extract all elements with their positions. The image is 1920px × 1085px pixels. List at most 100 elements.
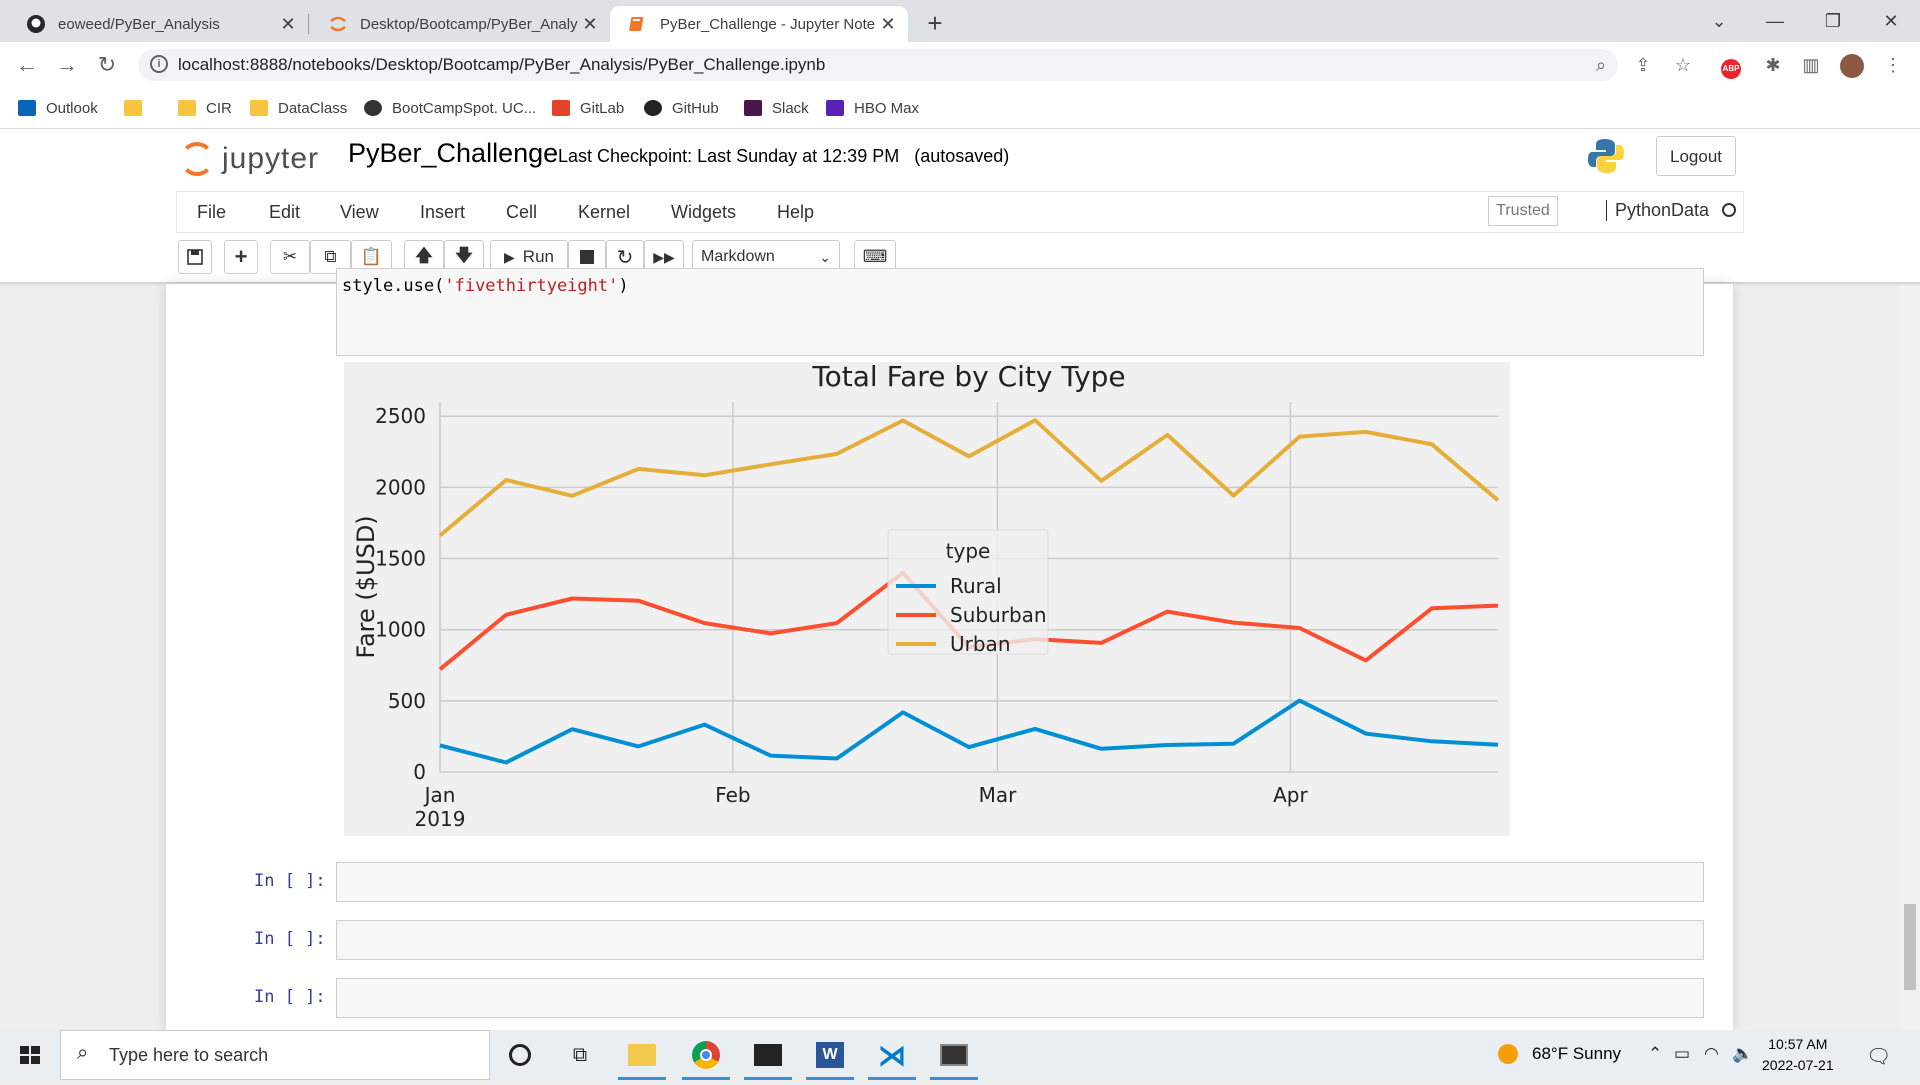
zoom-icon[interactable]: ⌕ [1595,55,1607,75]
site-info-icon[interactable]: i [150,55,168,73]
tab-title: PyBer_Challenge - Jupyter Notebook [660,15,876,33]
minimize-button[interactable]: — [1766,11,1784,31]
y-tick-label: 1000 [375,618,426,642]
menu-widgets[interactable]: Widgets [671,202,737,222]
browser-menu-icon[interactable]: ⋮ [1884,55,1902,75]
bookmarks-bar: Outlook CIR DataClass BootCampSpot. UC..… [0,88,1920,129]
code-string-token: 'fivethirtyeight' [444,276,619,296]
menu-kernel[interactable]: Kernel [578,202,631,222]
cell-type-value: Markdown [701,248,775,265]
weather-widget[interactable]: 68°F Sunny [1532,1044,1622,1063]
scissors-icon: ✂ [282,247,298,266]
github-icon [644,100,662,116]
browser-tab-active[interactable]: PyBer_Challenge - Jupyter Notebook ✕ [610,6,908,42]
logout-button[interactable]: Logout [1656,136,1736,176]
insert-cell-button[interactable]: + [224,240,258,274]
tab-separator [308,14,309,34]
close-icon[interactable]: ✕ [880,13,896,34]
new-tab-button[interactable]: + [927,8,943,38]
close-icon[interactable]: ✕ [280,13,296,34]
tab-search-icon[interactable]: ⌄ [1711,11,1727,31]
folder-icon [250,100,268,116]
save-button[interactable] [178,240,212,274]
menu-edit[interactable]: Edit [269,202,301,222]
menu-insert[interactable]: Insert [420,202,466,222]
adblock-icon[interactable]: ABP [1720,54,1742,79]
bookmark-bootcampspot[interactable]: BootCampSpot. UC... [364,96,536,120]
bootcampspot-icon [364,100,382,116]
forward-arrow-icon[interactable]: → [56,52,78,77]
y-tick-label: 500 [388,689,426,713]
bookmark-dataclass[interactable]: DataClass [250,96,347,120]
bookmark-slack[interactable]: Slack [744,96,809,120]
bookmark-cir[interactable]: CIR [178,96,232,120]
notebook-name[interactable]: PyBer_Challenge [348,138,559,168]
taskbar-search-box[interactable]: ⌕ Type here to search [60,1030,490,1080]
windows-taskbar: ⌕ Type here to search ⧉ W ⋊ 68°F Sunny ⌃… [0,1030,1920,1080]
terminal-icon [754,1044,782,1066]
restore-button[interactable]: ❐ [1824,11,1842,31]
kernel-name[interactable]: PythonData [1606,200,1709,221]
close-icon[interactable]: ✕ [582,13,598,34]
bookmark-hbo-max[interactable]: HBO Max [826,96,919,120]
volume-icon[interactable]: 🔈 [1732,1044,1754,1063]
bookmark-github[interactable]: GitHub [644,96,719,120]
series-line-rural [439,698,1499,765]
url-field[interactable]: i localhost:8888/notebooks/Desktop/Bootc… [138,49,1618,81]
bookmark-star-icon[interactable]: ☆ [1674,55,1692,75]
taskbar-console[interactable] [930,1038,978,1080]
copy-icon: ⧉ [324,247,337,266]
taskbar-vscode[interactable]: ⋊ [868,1038,916,1080]
wifi-icon[interactable]: ◠ [1704,1044,1719,1063]
taskbar-file-explorer[interactable] [618,1038,666,1080]
bookmark-outlook[interactable]: Outlook [18,96,98,120]
code-cell-editor[interactable] [336,268,1704,356]
word-icon: W [816,1042,844,1068]
empty-code-cell[interactable] [336,978,1704,1018]
start-button[interactable] [0,1030,60,1080]
cortana-button[interactable] [500,1038,540,1072]
taskbar-chrome[interactable] [682,1038,730,1080]
checkpoint-text: Last Checkpoint: Last Sunday at 12:39 PM [558,146,900,166]
share-icon[interactable]: ⇪ [1635,55,1651,75]
empty-code-cell[interactable] [336,862,1704,902]
close-window-button[interactable]: ✕ [1883,11,1899,31]
reload-icon[interactable]: ↻ [97,52,117,77]
paste-icon: 📋 [360,247,383,266]
empty-code-cell[interactable] [336,920,1704,960]
side-panel-icon[interactable]: ▥ [1802,55,1820,75]
cut-button[interactable]: ✂ [270,240,310,274]
x-tick-label: Feb [715,783,750,807]
back-arrow-icon[interactable]: ← [16,52,38,77]
page-scrollbar[interactable] [1900,286,1920,1030]
profile-avatar[interactable] [1840,54,1864,78]
chevron-up-icon[interactable]: ⌃ [1648,1044,1663,1063]
trusted-indicator[interactable]: Trusted [1488,196,1558,226]
scrollbar-thumb[interactable] [1904,904,1916,990]
line-chart: Total Fare by City Type 0 500 1000 1500 2000 2… [352,360,1500,831]
tab-title: Desktop/Bootcamp/PyBer_Analysis [360,15,578,33]
taskbar-terminal[interactable] [744,1038,792,1080]
browser-tab-tree[interactable]: Desktop/Bootcamp/PyBer_Analysis ✕ [310,6,610,42]
search-icon: ⌕ [77,1042,89,1064]
menu-view[interactable]: View [340,202,379,222]
notifications-icon[interactable]: 🗨 [1866,1046,1892,1068]
jupyter-logo[interactable]: jupyter [180,139,319,179]
menu-file[interactable]: File [197,202,227,222]
bookmark-label: GitLab [580,99,625,117]
console-icon [940,1044,968,1066]
system-clock[interactable]: 10:57 AM 2022-07-21 [1762,1034,1834,1076]
bookmark-gitlab[interactable]: GitLab [552,96,624,120]
cortana-icon [509,1044,531,1066]
bookmark-folder[interactable] [124,96,152,120]
task-view-icon: ⧉ [572,1043,588,1066]
battery-icon[interactable]: ▭ [1674,1044,1691,1063]
menu-cell[interactable]: Cell [506,202,538,222]
task-view-button[interactable]: ⧉ [560,1038,600,1072]
taskbar-word[interactable]: W [806,1038,854,1080]
browser-tab-github[interactable]: eoweed/PyBer_Analysis ✕ [8,6,308,42]
x-tick-label: Jan [423,783,456,807]
extensions-icon[interactable]: ✱ [1765,55,1781,75]
menu-help[interactable]: Help [777,202,815,222]
keyboard-icon: ⌨ [862,247,888,266]
